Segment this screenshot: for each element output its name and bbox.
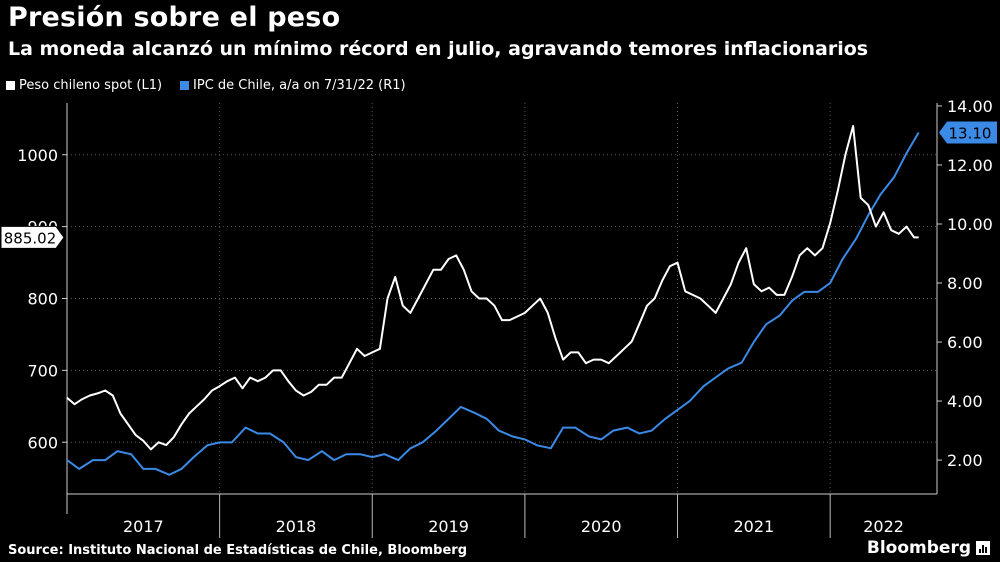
legend-swatch-ipc <box>180 81 190 90</box>
peso-last-value-tag <box>0 225 65 249</box>
right-tick-label: 12.00 <box>947 156 993 175</box>
brand-name: Bloomberg <box>866 538 971 558</box>
left-tick-label: 1000 <box>17 146 58 165</box>
legend-item-peso: Peso chileno spot (L1) <box>6 78 162 93</box>
right-tick-label: 4.00 <box>947 392 983 411</box>
right-tick-label: 6.00 <box>947 333 983 352</box>
right-tick-label: 8.00 <box>947 274 983 293</box>
left-tick-label: 600 <box>27 433 58 452</box>
peso-last-value-label: 885.02 <box>4 229 57 247</box>
chart-title: Presión sobre el peso <box>8 2 341 33</box>
chart-legend: Peso chileno spot (L1) IPC de Chile, a/a… <box>6 78 424 93</box>
source-note: Source: Instituto Nacional de Estadístic… <box>8 543 468 558</box>
x-tick-label: 2021 <box>733 517 774 536</box>
chart-subtitle: La moneda alcanzó un mínimo récord en ju… <box>8 38 869 60</box>
legend-swatch-peso <box>6 81 15 90</box>
ipc-series-line <box>66 131 920 476</box>
right-tick-label: 2.00 <box>947 451 983 470</box>
x-tick-label: 2022 <box>863 517 904 536</box>
x-tick-label: 2017 <box>123 517 164 536</box>
left-tick-label: 700 <box>27 361 58 380</box>
ipc-last-value-label: 13.10 <box>949 125 992 143</box>
x-tick-label: 2018 <box>276 517 317 536</box>
legend-item-ipc: IPC de Chile, a/a on 7/31/22 (R1) <box>180 78 406 93</box>
x-tick-label: 2020 <box>581 517 622 536</box>
legend-label-peso: Peso chileno spot (L1) <box>19 78 163 93</box>
bar-chart-icon <box>976 541 990 555</box>
legend-label-ipc: IPC de Chile, a/a on 7/31/22 (R1) <box>193 78 406 93</box>
brand-logo: Bloomberg <box>867 538 990 558</box>
x-tick-label: 2019 <box>428 517 469 536</box>
peso-series-line <box>66 125 919 451</box>
ipc-last-value-tag <box>939 121 997 144</box>
right-tick-label: 10.00 <box>947 215 993 234</box>
left-tick-label: 800 <box>27 290 58 309</box>
right-tick-label: 14.00 <box>947 97 993 116</box>
